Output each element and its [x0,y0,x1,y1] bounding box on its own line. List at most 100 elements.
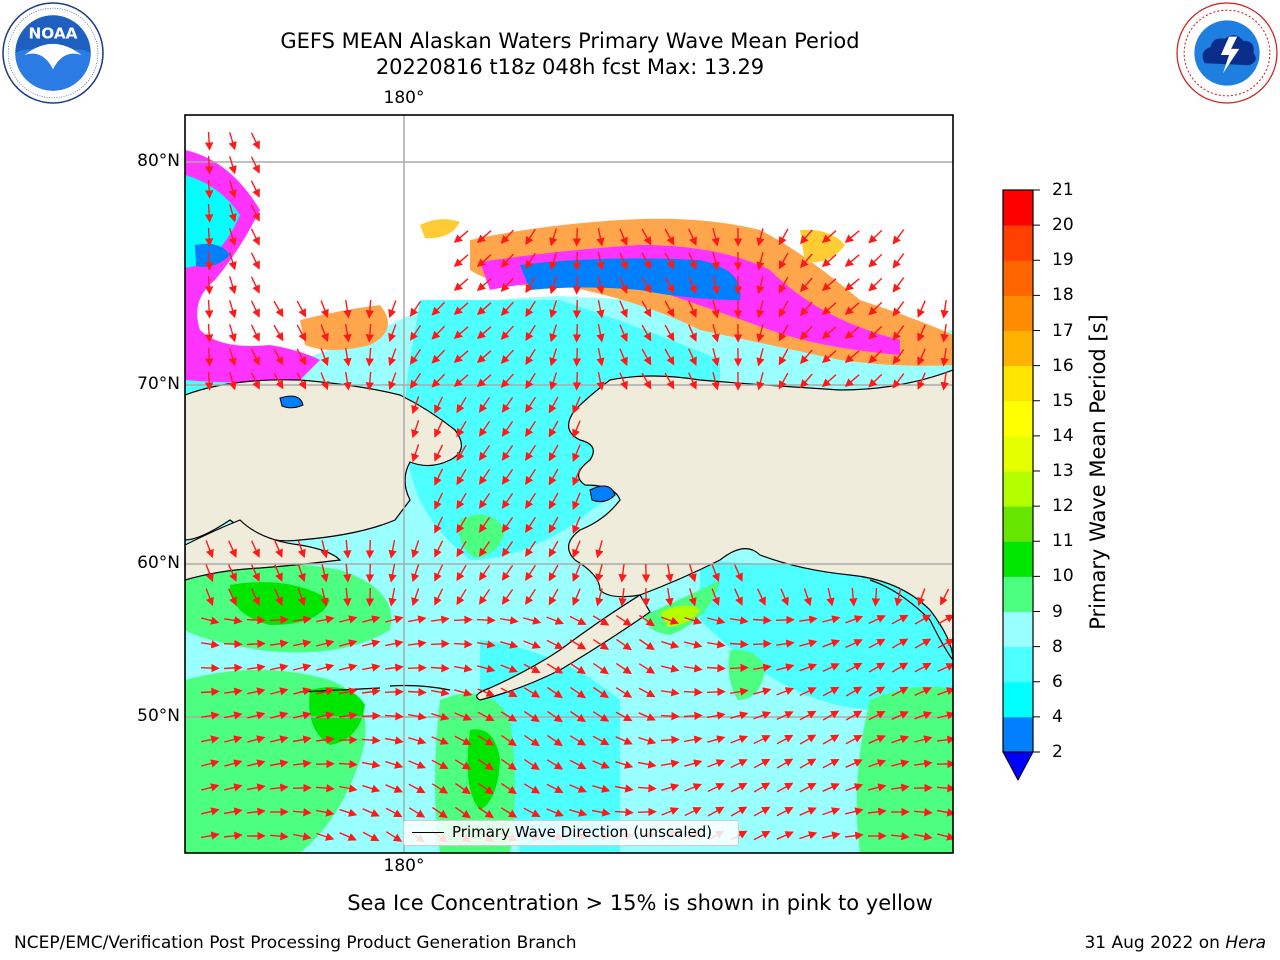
wave-arrow [297,564,306,583]
wave-arrow [826,588,835,607]
sea-ice-note: Sea Ice Concentration > 15% is shown in … [347,891,933,915]
wave-arrow [339,784,358,793]
wave-arrow [844,278,860,292]
wave-arrow [320,588,329,607]
wave-arrow [569,808,588,817]
wave-arrow [546,710,563,723]
footer-date: 31 Aug 2022 on [1084,933,1226,953]
wave-arrow [365,347,374,367]
wave-arrow [500,640,519,649]
wave-arrow [343,347,352,367]
wave-arrow [683,664,703,673]
wave-arrow [434,396,444,414]
wave-arrow [868,229,883,244]
wave-arrow [434,588,444,606]
wave-arrow [362,687,381,696]
wave-arrow [661,664,680,673]
wave-arrow [937,687,953,696]
wave-arrow [641,228,652,246]
wave-arrow [569,686,586,699]
wave-arrow [548,444,559,462]
wave-arrow [431,736,449,745]
wave-arrow [476,350,492,364]
wave-arrow [618,564,627,583]
wave-arrow [453,278,469,292]
wave-arrow [362,663,381,672]
wave-arrow [273,348,284,366]
wave-arrow [456,468,467,486]
wave-arrow [753,711,772,720]
wave-arrow [549,324,558,343]
wave-arrow [431,759,449,769]
wave-direction-arrows [200,131,953,843]
wave-arrow [822,759,840,769]
wave-arrow [500,229,514,244]
wave-arrow [478,445,491,461]
colorbar-tick-label: 14 [1052,425,1074,446]
wave-arrow [638,663,656,674]
wave-arrow [684,616,703,625]
wave-arrow [637,783,657,793]
wave-arrow [799,687,817,697]
wave-arrow [478,469,491,485]
wave-arrow [476,640,496,649]
wave-arrow [596,276,605,295]
wave-arrow [868,301,883,316]
wave-arrow [572,275,582,295]
wave-arrow [343,587,352,607]
wave-arrow [343,323,352,343]
lat-label-50: 50°N [137,706,180,726]
wave-arrow [407,663,427,673]
wave-arrow [320,324,329,343]
wave-arrow [478,541,491,557]
wave-arrow [664,348,675,366]
wave-arrow [707,783,725,793]
wave-arrow [868,638,886,649]
map-legend: Primary Wave Direction (unscaled) [403,820,739,846]
wave-arrow [688,372,697,390]
wave-arrow [684,783,702,792]
wave-arrow [293,832,312,841]
wave-arrow [365,371,374,391]
wave-arrow [868,783,887,792]
wave-arrow [228,228,237,247]
wave-arrow [592,784,611,793]
wave-arrow [246,639,266,649]
wave-arrow [501,468,514,485]
wave-arrow [500,807,518,818]
wave-arrow [204,275,214,295]
wave-arrow [453,350,469,364]
wave-arrow [892,301,905,317]
wave-arrow [596,228,605,247]
wave-arrow [638,687,656,698]
wave-arrow [293,663,312,672]
wave-arrow [453,664,473,673]
wave-arrow [408,615,427,624]
wave-arrow [868,662,886,673]
wave-arrow [729,616,749,625]
wave-arrow [572,323,582,343]
wave-arrow [615,687,633,698]
wave-arrow [316,687,335,696]
wave-arrow [223,807,243,816]
wave-arrow [615,638,632,651]
wave-arrow [844,254,860,268]
wave-arrow [752,663,772,672]
wave-arrow [776,782,794,793]
wave-arrow [892,253,905,269]
wave-arrow [572,492,581,510]
wave-arrow [891,662,909,673]
wave-arrow [250,324,260,342]
wave-arrow [296,348,307,366]
wave-arrow [844,230,860,244]
lon-label-bottom: 180° [383,856,425,876]
wave-arrow [388,348,397,367]
wave-arrow [388,324,397,343]
wave-arrow [822,686,840,697]
wave-arrow [730,782,748,793]
lat-label-80: 80°N [137,151,180,171]
wave-arrow [408,807,426,818]
wave-arrow [776,663,795,672]
wave-arrow [525,372,536,390]
wave-arrow [385,639,404,648]
